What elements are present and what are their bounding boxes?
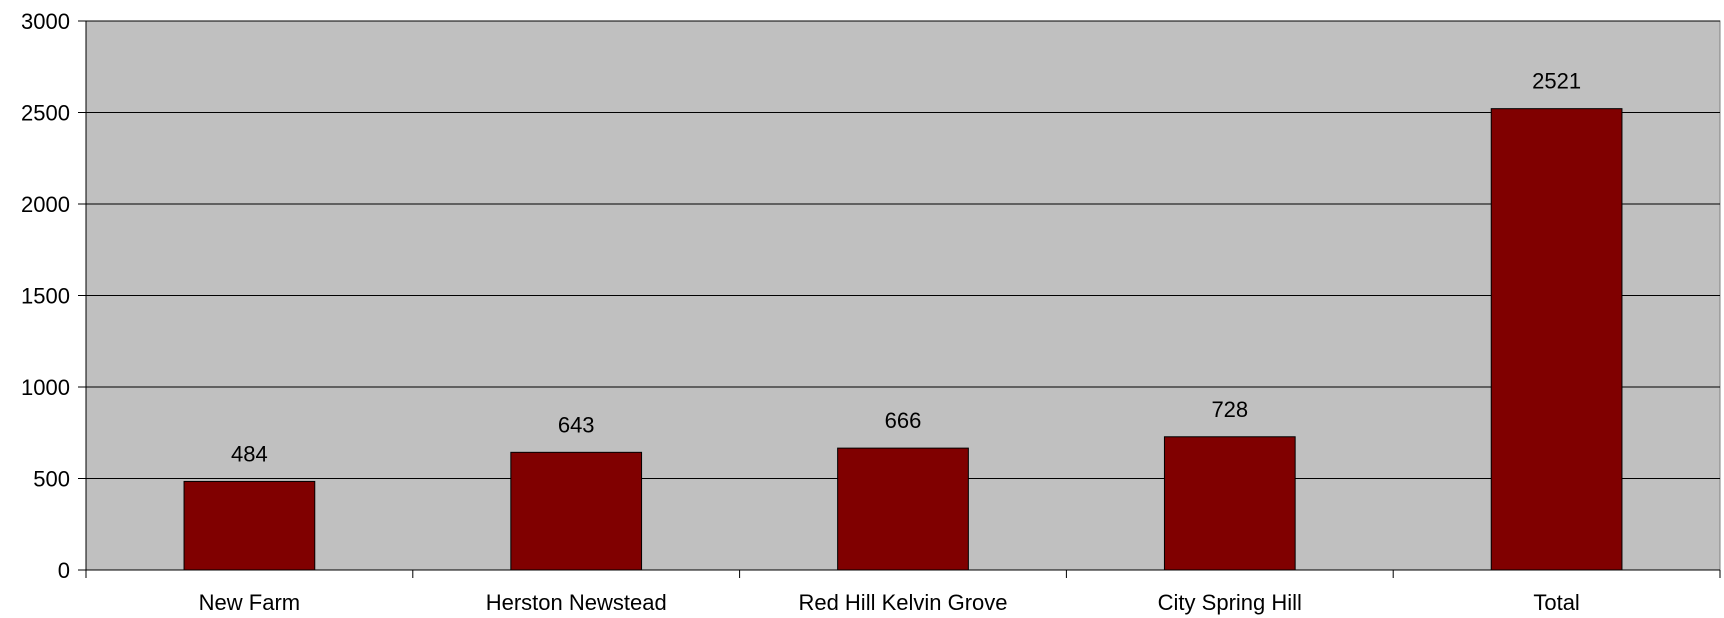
bar [1490,108,1623,571]
x-tick-label: City Spring Hill [1158,590,1302,615]
bar [837,447,969,571]
y-tick-label: 2500 [21,101,70,126]
y-tick-label: 1500 [21,284,70,309]
y-tick-label: 1000 [21,375,70,400]
bar [510,451,643,571]
y-tick-label: 3000 [21,9,70,34]
data-labels: 484 643 666 728 2521 [231,69,1581,467]
bar [183,480,316,571]
y-axis-ticks: 0 500 1000 1500 2000 2500 3000 [21,9,86,583]
gridlines [86,20,1720,479]
data-label: 2521 [1532,69,1581,94]
bars [183,108,1623,571]
x-tick-label: New Farm [199,590,300,615]
data-label: 728 [1211,397,1248,422]
data-label: 643 [558,412,595,437]
x-tick-label: Herston Newstead [486,590,667,615]
y-tick-label: 0 [58,558,70,583]
y-tick-label: 500 [33,467,70,492]
data-label: 484 [231,441,268,466]
data-label: 666 [885,408,922,433]
x-tick-label: Red Hill Kelvin Grove [798,590,1007,615]
y-tick-label: 2000 [21,192,70,217]
x-tick-label: Total [1533,590,1579,615]
x-axis-ticks: New Farm Herston Newstead Red Hill Kelvin … [85,570,1721,615]
bar [1163,436,1296,571]
